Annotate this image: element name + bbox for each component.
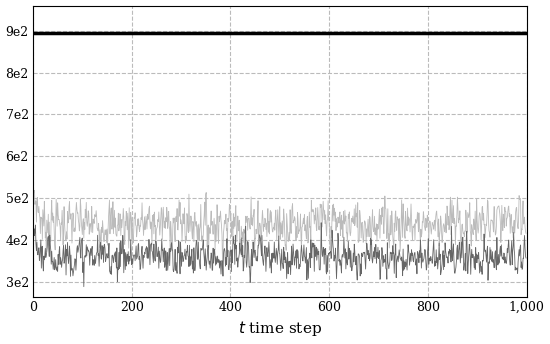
- X-axis label: $t$ time step: $t$ time step: [238, 320, 322, 338]
